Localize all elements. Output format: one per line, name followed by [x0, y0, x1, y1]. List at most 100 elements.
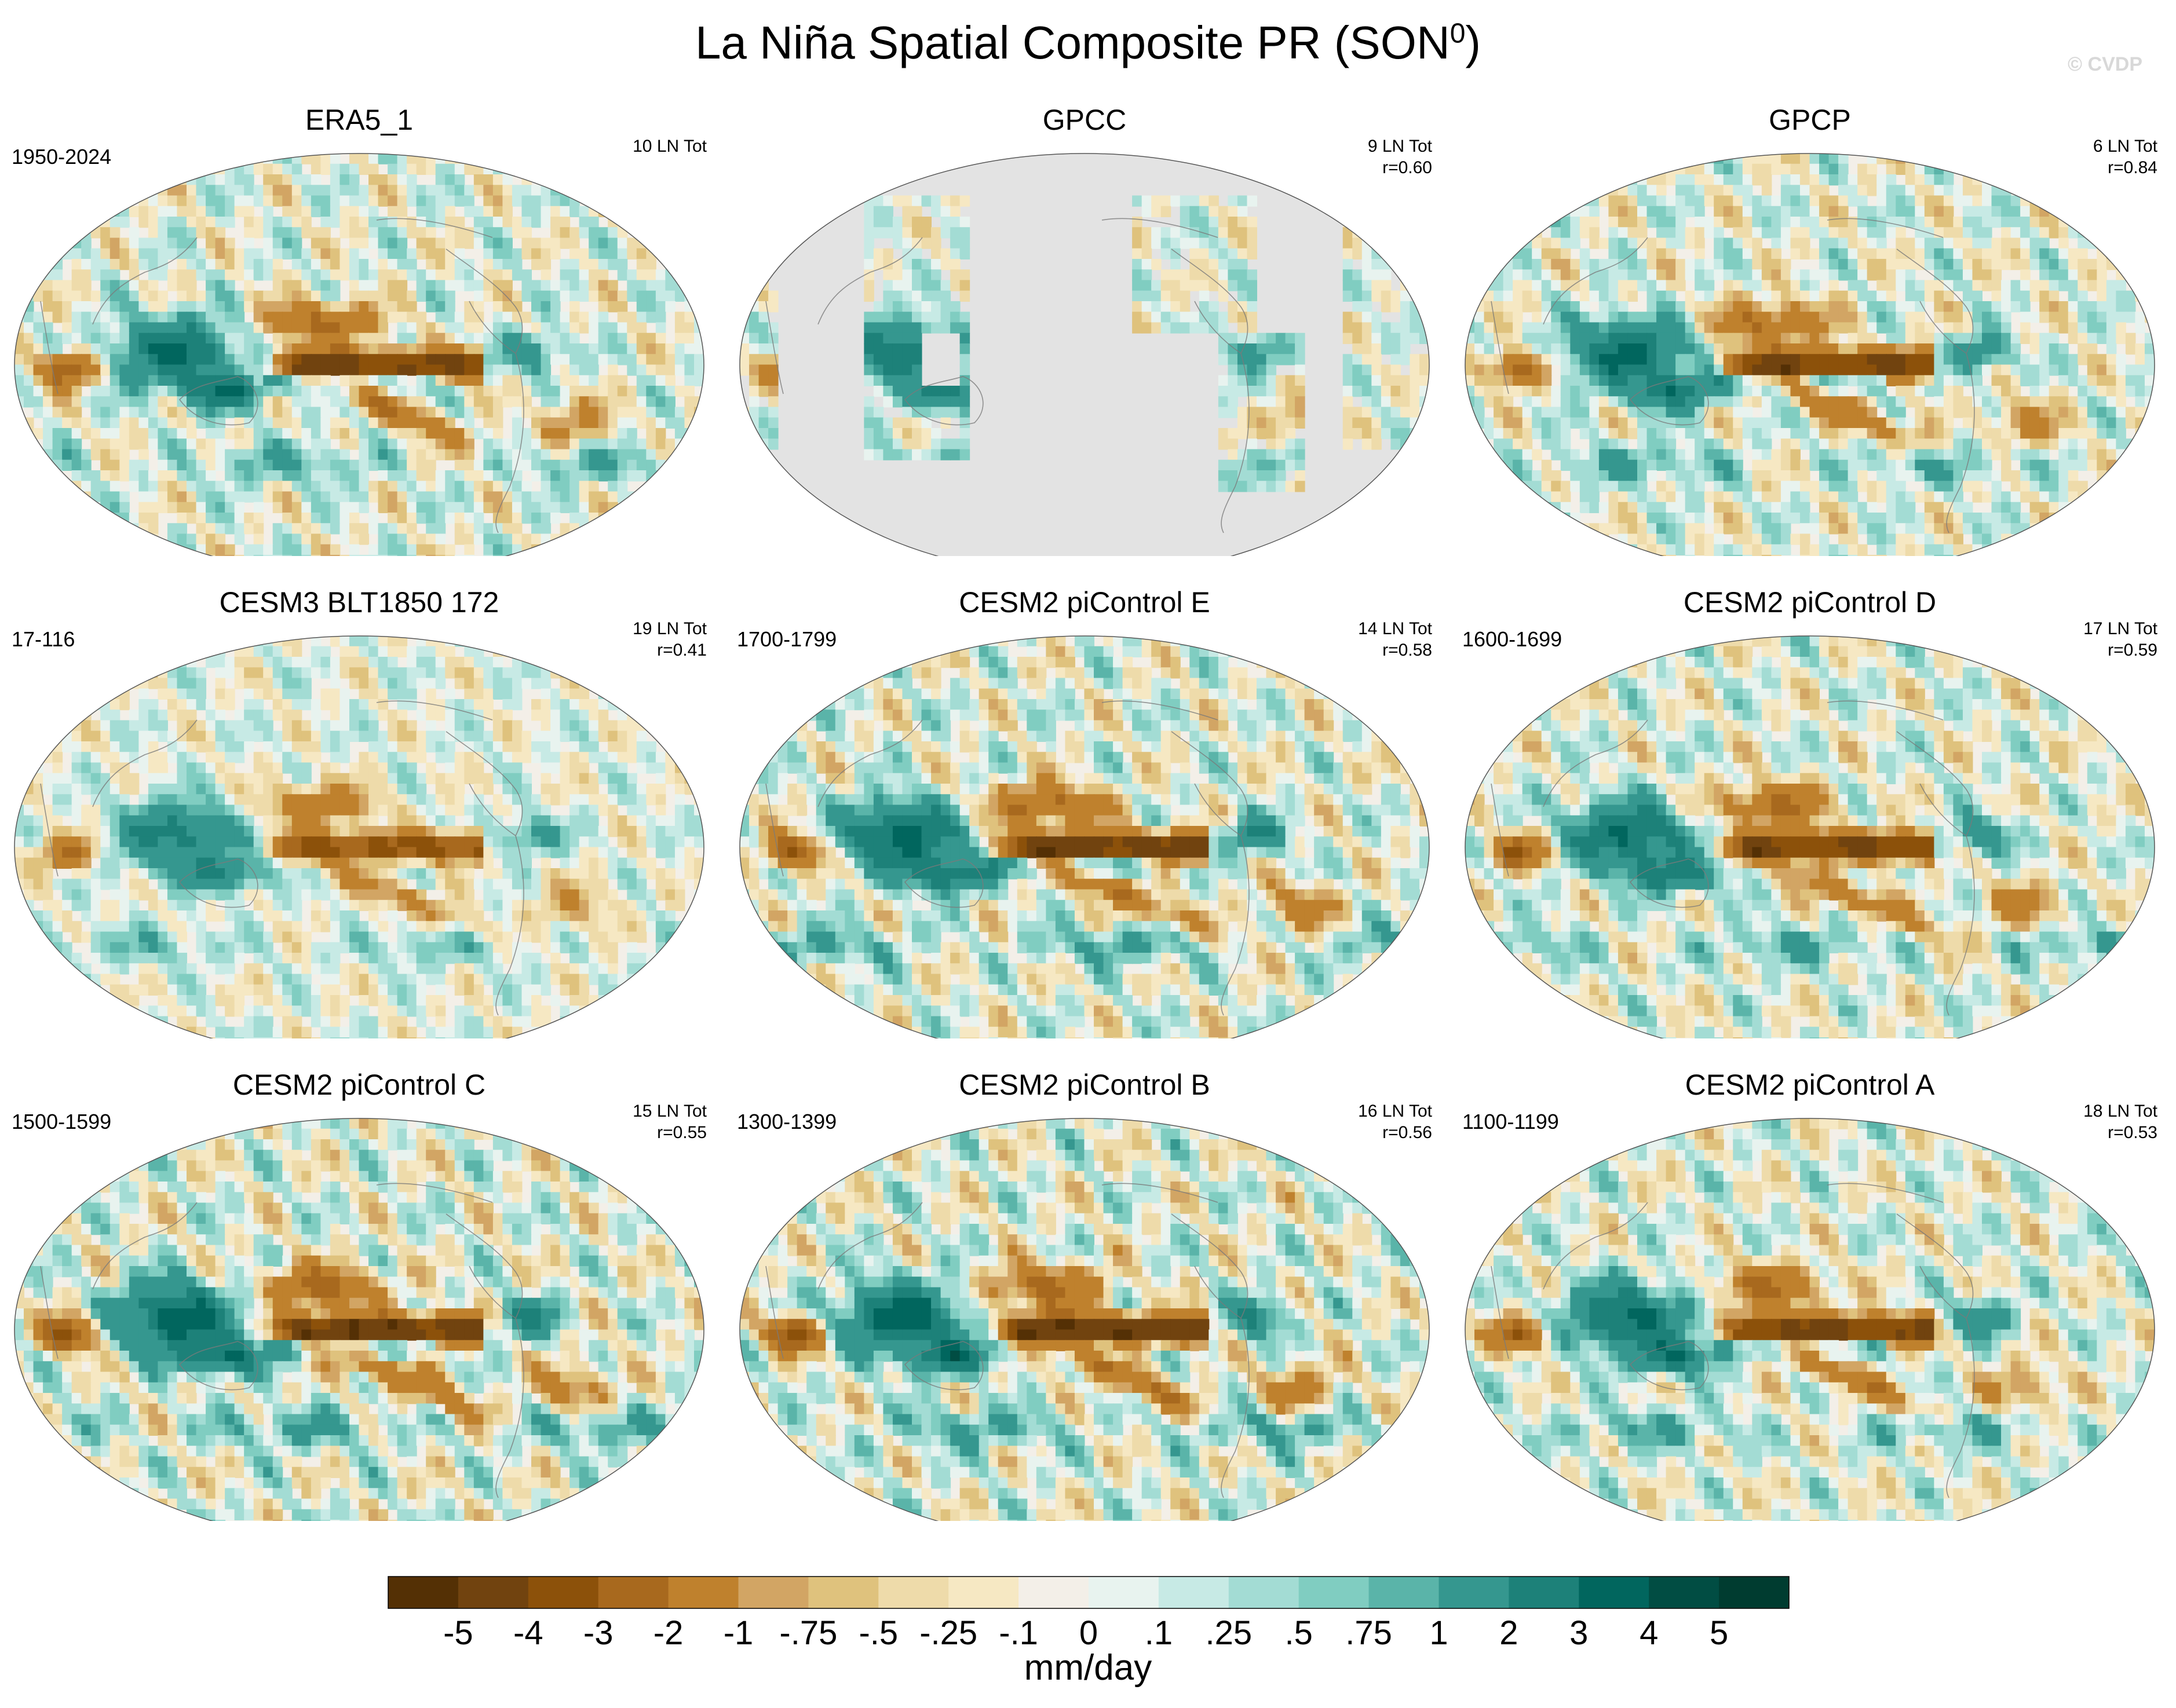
- coastlines: [40, 218, 524, 533]
- coastline: [765, 1266, 784, 1359]
- colorbar-tick-label: -.5: [859, 1614, 898, 1652]
- anomaly-field: [14, 636, 704, 1038]
- coastline: [1827, 218, 1944, 238]
- coastlines: [1491, 218, 1975, 533]
- panel-years: 1300-1399: [737, 1110, 837, 1134]
- coastlines: [765, 700, 1250, 1016]
- figure-title: La Niña Spatial Composite PR (SON0): [0, 16, 2176, 70]
- panel-title: CESM2 piControl B: [725, 1068, 1444, 1102]
- coastline: [446, 1213, 523, 1319]
- anomaly-field: [14, 153, 704, 556]
- event-count: 9 LN Tot: [1368, 136, 1432, 157]
- coastline: [1629, 376, 1709, 426]
- colorbar-tick-label: 0: [1079, 1614, 1098, 1652]
- panel-title: CESM2 piControl E: [725, 586, 1444, 619]
- colorbar-tick-label: -.1: [999, 1614, 1038, 1652]
- colorbar-frame: [388, 1576, 1790, 1609]
- event-count: 17 LN Tot: [2083, 618, 2157, 639]
- colorbar-tick-label: -.25: [919, 1614, 977, 1652]
- coastlines: [40, 1183, 524, 1498]
- colorbar-tick-label: -5: [443, 1614, 473, 1652]
- panel-stats: 6 LN Tot r=0.84: [2093, 136, 2157, 178]
- coastline: [1543, 237, 1648, 325]
- pattern-correlation: r=0.41: [633, 639, 707, 661]
- colorbar-bin: [948, 1577, 1019, 1608]
- colorbar-bin: [458, 1577, 529, 1608]
- panel-years: 1100-1199: [1462, 1110, 1559, 1134]
- colorbar-tick-label: 2: [1499, 1614, 1518, 1652]
- coastlines: [1491, 1183, 1975, 1498]
- panel-years: 1500-1599: [12, 1110, 111, 1134]
- coastline: [469, 301, 524, 533]
- map-panel: GPCC 9 LN Tot r=0.60: [725, 98, 1444, 556]
- colorbar-tick-label: -1: [724, 1614, 754, 1652]
- coastline: [376, 218, 493, 238]
- map-panel: ERA5_1 1950-2024 10 LN Tot: [0, 98, 718, 556]
- colorbar-bin: [1439, 1577, 1509, 1608]
- map-boundary: [1465, 1118, 2155, 1521]
- map-boundary: [1465, 153, 2155, 556]
- event-count: 14 LN Tot: [1358, 618, 1432, 639]
- coastline: [92, 237, 198, 325]
- coastlines: [765, 218, 1250, 533]
- event-count: 6 LN Tot: [2093, 136, 2157, 157]
- coastlines: [40, 700, 524, 1016]
- map-plot: [1465, 635, 2155, 1038]
- pattern-correlation: r=0.59: [2083, 639, 2157, 661]
- colorbar-bin: [1018, 1577, 1089, 1608]
- colorbar-bin: [1368, 1577, 1439, 1608]
- coastline: [469, 1266, 524, 1498]
- coastline: [40, 1266, 59, 1359]
- colorbar-bin: [668, 1577, 739, 1608]
- colorbar-tick-label: .75: [1345, 1614, 1392, 1652]
- event-count: 10 LN Tot: [633, 136, 707, 157]
- map-plot: [1465, 153, 2155, 556]
- anomaly-field: [14, 1118, 704, 1521]
- panel-stats: 16 LN Tot r=0.56: [1358, 1100, 1432, 1143]
- colorbar-tick-label: -.75: [779, 1614, 837, 1652]
- coastline: [92, 1202, 198, 1290]
- panel-title: CESM3 BLT1850 172: [0, 586, 718, 619]
- coastline: [1171, 1213, 1248, 1319]
- coastline: [1543, 1202, 1648, 1290]
- coastline: [1827, 1183, 1944, 1203]
- panel-title: CESM2 piControl A: [1451, 1068, 2169, 1102]
- panel-years: 1600-1699: [1462, 627, 1562, 652]
- panel-stats: 15 LN Tot r=0.55: [633, 1100, 707, 1143]
- map-panel: CESM2 piControl B 1300-1399 16 LN Tot r=0.5…: [725, 1063, 1444, 1521]
- panel-title: GPCC: [725, 103, 1444, 137]
- map-boundary: [14, 635, 704, 1038]
- anomaly-field: [1465, 1118, 2155, 1521]
- coastline: [817, 719, 923, 807]
- colorbar-bin: [808, 1577, 879, 1608]
- coastline: [1543, 719, 1648, 807]
- colorbar-tick-label: -3: [583, 1614, 614, 1652]
- coastline: [1629, 1341, 1709, 1391]
- map-plot: [739, 153, 1430, 556]
- coastline: [1171, 248, 1248, 354]
- map-boundary: [14, 1118, 704, 1521]
- coastline: [1896, 248, 1974, 354]
- coastline: [1919, 301, 1975, 533]
- coastline: [178, 376, 258, 426]
- panel-title: GPCP: [1451, 103, 2169, 137]
- coastline: [40, 783, 59, 877]
- coastline: [1491, 301, 1509, 394]
- coastline: [1919, 783, 1975, 1016]
- panel-stats: 17 LN Tot r=0.59: [2083, 618, 2157, 661]
- colorbar-tick-label: .25: [1205, 1614, 1252, 1652]
- event-count: 18 LN Tot: [2083, 1100, 2157, 1122]
- panel-stats: 10 LN Tot: [633, 136, 707, 157]
- coastline: [904, 1341, 984, 1391]
- pattern-correlation: r=0.58: [1358, 639, 1432, 661]
- panel-years: 17-116: [12, 627, 75, 652]
- coastline: [904, 376, 984, 426]
- map-boundary: [739, 1118, 1430, 1521]
- watermark: © CVDP: [2068, 53, 2142, 76]
- coastline: [1827, 700, 1944, 720]
- coastline: [446, 248, 523, 354]
- coastline: [446, 731, 523, 836]
- colorbar-tick-label: 3: [1569, 1614, 1588, 1652]
- coastlines: [765, 1183, 1250, 1498]
- colorbar-tick-label: 5: [1710, 1614, 1728, 1652]
